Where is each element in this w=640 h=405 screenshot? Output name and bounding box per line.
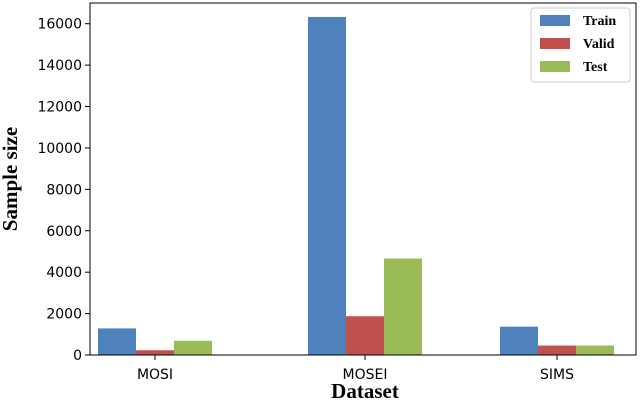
legend-swatch-train xyxy=(540,15,570,26)
x-tick-label: SIMS xyxy=(540,367,574,383)
y-tick-label: 6000 xyxy=(46,224,82,240)
y-tick-label: 0 xyxy=(73,348,82,364)
legend: Train Valid Test xyxy=(530,7,631,83)
bar-test-sims xyxy=(576,345,614,355)
bar-valid-mosei xyxy=(346,316,384,355)
legend-label-valid: Valid xyxy=(583,37,615,52)
x-tick-label: MOSI xyxy=(137,367,173,383)
y-tick-label: 8000 xyxy=(46,182,82,198)
bars-group xyxy=(98,16,614,356)
legend-label-train: Train xyxy=(583,14,616,29)
y-tick-label: 12000 xyxy=(37,100,82,116)
y-tick-label: 16000 xyxy=(37,17,82,33)
y-tick-label: 2000 xyxy=(46,307,82,323)
y-tick-label: 14000 xyxy=(37,58,82,74)
y-axis-title: Sample size xyxy=(0,127,22,231)
bar-train-mosi xyxy=(98,328,136,355)
bar-valid-sims xyxy=(538,345,576,355)
y-tick-label: 10000 xyxy=(37,141,82,157)
bar-test-mosi xyxy=(174,340,212,355)
legend-label-test: Test xyxy=(583,60,608,75)
legend-swatch-valid xyxy=(540,38,570,49)
x-tick-label: MOSEI xyxy=(343,367,388,383)
bar-train-mosei xyxy=(308,16,346,356)
x-axis-title: Dataset xyxy=(331,379,399,403)
bar-test-mosei xyxy=(384,258,422,355)
legend-swatch-test xyxy=(540,61,570,72)
bar-valid-mosi xyxy=(136,350,174,355)
plot-frame xyxy=(89,2,637,356)
y-tick-label: 4000 xyxy=(46,265,82,281)
y-axis-ticks: 0 2000 4000 6000 8000 10000 12000 14000 16000 xyxy=(37,17,90,364)
bar-train-sims xyxy=(500,326,538,355)
x-axis-ticks: MOSI MOSEI SIMS xyxy=(137,355,574,383)
